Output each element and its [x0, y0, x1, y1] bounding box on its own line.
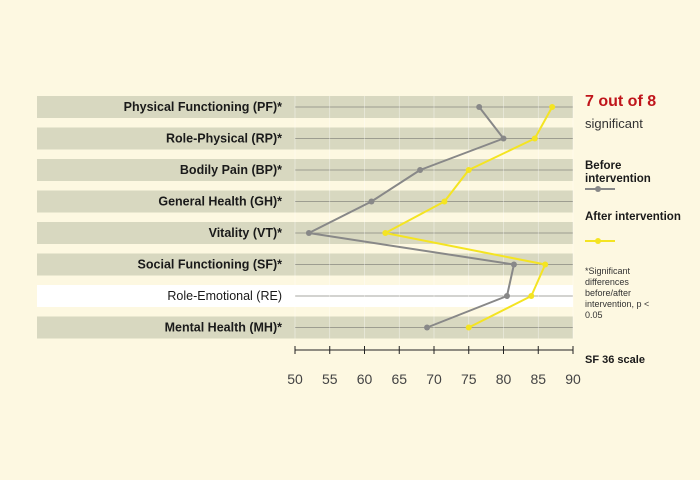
category-label: Role-Emotional (RE) [167, 289, 282, 303]
legend-before-label: Before intervention [585, 160, 651, 185]
data-point-before [510, 261, 517, 268]
series-lines [307, 106, 554, 329]
data-point-before [503, 293, 510, 299]
series-line-before [307, 106, 515, 329]
x-tick-label: 75 [461, 371, 477, 387]
category-label: Vitality (VT)* [209, 226, 283, 240]
footnote: *Significant differences before/after in… [585, 266, 650, 320]
data-point-after [528, 293, 535, 299]
data-point-before [424, 324, 431, 331]
category-label: Social Functioning (SF)* [138, 258, 283, 272]
x-tick-label: 70 [426, 371, 442, 387]
category-label: Physical Functioning (PF)* [124, 100, 282, 114]
x-tick-label: 65 [391, 371, 407, 387]
significant-count: 7 out of 8 [585, 93, 657, 110]
x-tick-label: 90 [565, 371, 581, 387]
data-point-after [465, 324, 472, 331]
category-label: Role-Physical (RP)* [166, 132, 282, 146]
data-point-after [441, 198, 448, 205]
x-axis-title: SF 36 scale [585, 354, 645, 366]
data-point-before [368, 198, 375, 205]
data-point-after [531, 135, 538, 142]
data-point-before [417, 167, 424, 173]
legend-after-label: After intervention [585, 211, 681, 223]
category-label: General Health (GH)* [158, 195, 282, 209]
significant-word: significant [585, 116, 643, 131]
data-point-before [305, 230, 312, 236]
series-line-after [384, 106, 554, 329]
data-point-before [500, 135, 507, 142]
series-points [305, 104, 556, 331]
legend-after-swatch [585, 238, 615, 244]
data-point-after [382, 230, 389, 236]
data-point-after [465, 167, 472, 173]
x-tick-label: 85 [530, 371, 546, 387]
x-tick-label: 55 [322, 371, 338, 387]
data-point-after [542, 261, 549, 268]
category-label: Mental Health (MH)* [165, 321, 283, 335]
x-axis: 50 55 60 65 70 75 80 85 90 SF 36 scale [287, 346, 645, 387]
x-tick-label: 50 [287, 371, 303, 387]
category-labels: Physical Functioning (PF)* Role-Physical … [124, 100, 282, 335]
data-point-before [476, 104, 483, 110]
row-bands [37, 96, 574, 339]
legend-before-swatch [585, 186, 615, 192]
x-tick-label: 80 [496, 371, 512, 387]
category-label: Bodily Pain (BP)* [180, 163, 282, 177]
data-point-after [549, 104, 556, 110]
x-tick-label: 60 [357, 371, 373, 387]
